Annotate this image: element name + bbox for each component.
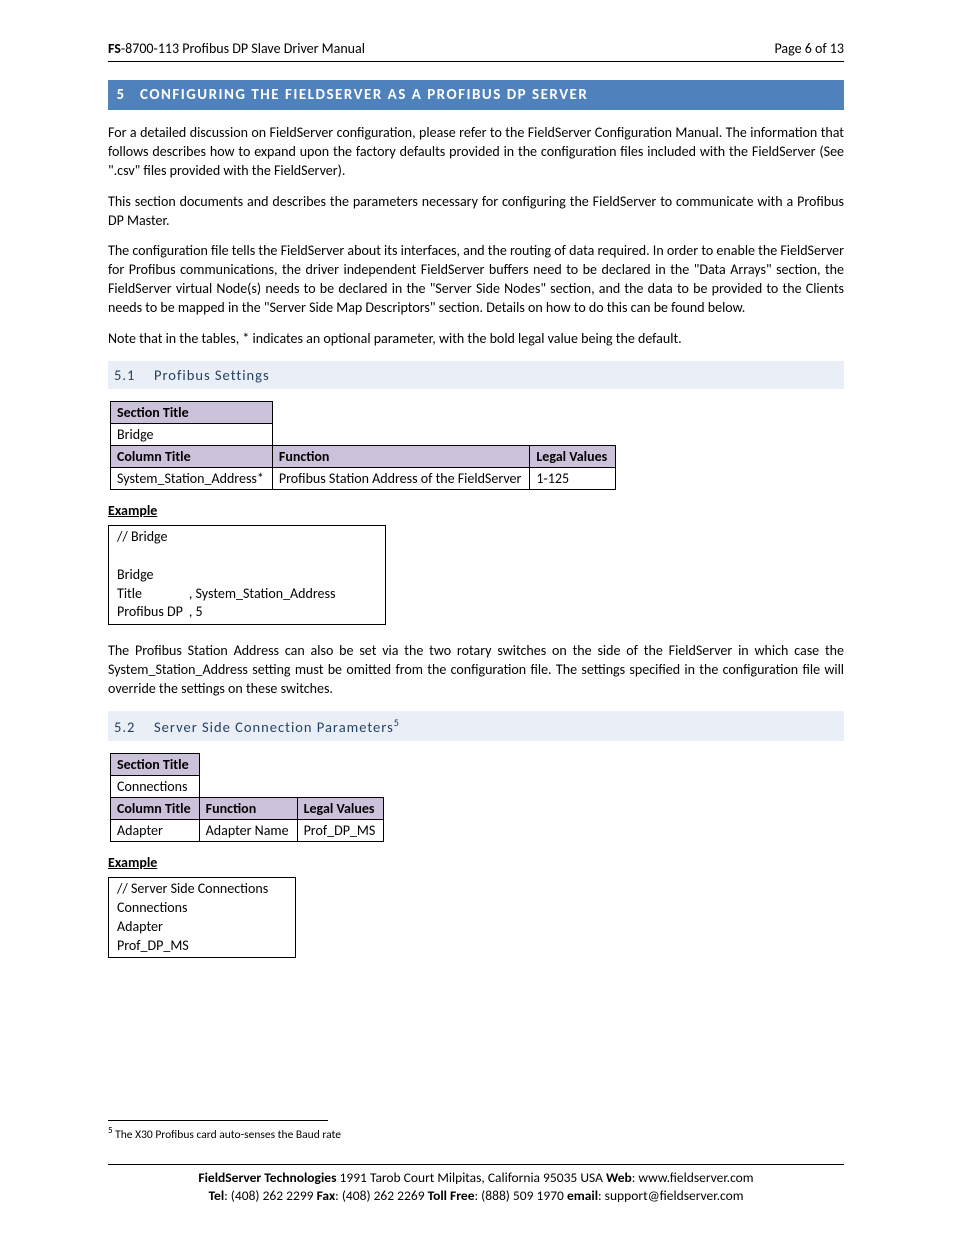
footnote-text: The X30 Profibus card auto-senses the Ba… [113,1128,341,1142]
subsection-5-1-title: Profibus Settings [154,366,270,384]
profibus-settings-table: Section Title Bridge Column Title Functi… [110,401,616,490]
ex2-line: Adapter [117,918,287,937]
footer-fax-label: Fax [317,1187,336,1204]
header-prefix: FS [108,40,121,57]
para-after-example-1: The Profibus Station Address can also be… [108,642,844,699]
legal-values-header: Legal Values [530,445,616,467]
footer-web-label: Web [606,1169,632,1186]
section-number: 5 [108,86,134,104]
table-row: Section Title [111,753,384,775]
footer-line-1: FieldServer Technologies 1991 Tarob Cour… [108,1169,844,1187]
example-1-box: // Bridge Bridge Title , System_Station_… [108,525,386,625]
page-footer: FieldServer Technologies 1991 Tarob Cour… [108,1164,844,1205]
column-title-value: System_Station_Address* [111,467,273,489]
ex1-blank [117,547,341,566]
example-2-label: Example [108,854,844,871]
server-side-connection-table: Section Title Connections Column Title F… [110,753,384,842]
section-title-value: Connections [111,775,200,797]
ex2-line: Prof_DP_MS [117,937,287,956]
table-row: Column Title Function Legal Values [111,797,384,819]
ex1-line: Bridge [117,566,341,585]
footer-web: : www.fieldserver.com [632,1169,754,1186]
subsection-5-1-num: 5.1 [114,366,154,384]
table-row: Bridge [111,423,616,445]
ex1-cell: Profibus DP [117,603,189,622]
table-row: Connections [111,775,384,797]
empty-cell [199,753,384,775]
ex2-line: Connections [117,899,287,918]
footer-email: : support@fieldserver.com [598,1187,743,1204]
para-2: This section documents and describes the… [108,193,844,231]
example-1-label: Example [108,502,844,519]
footer-fax: : (408) 262 2269 [335,1187,427,1204]
footer-rule [108,1164,844,1165]
footer-email-label: email [567,1187,598,1204]
footnote-area: 5 The X30 Profibus card auto-senses the … [108,1120,341,1143]
ex1-line: // Bridge [117,528,341,547]
example-1-content: // Bridge Bridge Title , System_Station_… [117,528,341,622]
footer-tel: : (408) 262 2299 [224,1187,316,1204]
footer-company: FieldServer Technologies [198,1169,336,1186]
footer-address: 1991 Tarob Court Milpitas, California 95… [336,1169,606,1186]
function-header: Function [199,797,297,819]
table-row: Adapter Adapter Name Prof_DP_MS [111,819,384,841]
table-row: System_Station_Address* Profibus Station… [111,467,616,489]
header-left: FS-8700-113 Profibus DP Slave Driver Man… [108,40,365,57]
page-header: FS-8700-113 Profibus DP Slave Driver Man… [108,40,844,62]
page: FS-8700-113 Profibus DP Slave Driver Man… [0,0,954,1235]
empty-cell [199,775,384,797]
subsection-5-2-num: 5.2 [114,718,154,736]
legal-values-header: Legal Values [297,797,384,819]
empty-cell [272,401,615,423]
ex2-line: // Server Side Connections [117,880,287,899]
legal-values-value: Prof_DP_MS [297,819,384,841]
section-5-heading: 5 CONFIGURING THE FIELDSERVER AS A PROFIB… [108,80,844,110]
footnote-separator [108,1120,328,1121]
column-title-header: Column Title [111,797,200,819]
para-4: Note that in the tables, * indicates an … [108,330,844,349]
function-value: Adapter Name [199,819,297,841]
footer-line-2: Tel: (408) 262 2299 Fax: (408) 262 2269 … [108,1187,844,1205]
footer-toll: : (888) 509 1970 [475,1187,567,1204]
ex1-cell: , System_Station_Address [189,585,342,604]
table-row: Column Title Function Legal Values [111,445,616,467]
function-header: Function [272,445,529,467]
subsection-5-1-heading: 5.1Profibus Settings [108,361,844,389]
section-title-header: Section Title [111,401,273,423]
footer-tel-label: Tel [209,1187,225,1204]
section-title: CONFIGURING THE FIELDSERVER AS A PROFIBU… [140,86,588,104]
footnote-ref-5: 5 [394,716,400,729]
para-3: The configuration file tells the FieldSe… [108,242,844,318]
para-1: For a detailed discussion on FieldServer… [108,124,844,181]
function-value: Profibus Station Address of the FieldSer… [272,467,529,489]
ex1-cell: , 5 [189,603,342,622]
column-title-value: Adapter [111,819,200,841]
section-title-value: Bridge [111,423,273,445]
empty-cell [272,423,615,445]
legal-values-value: 1-125 [530,467,616,489]
table-row: Section Title [111,401,616,423]
subsection-5-2-title: Server Side Connection Parameters [154,718,394,736]
header-page: Page 6 of 13 [774,40,844,57]
example-2-box: // Server Side Connections Connections A… [108,877,296,959]
header-title: -8700-113 Profibus DP Slave Driver Manua… [121,40,365,57]
column-title-header: Column Title [111,445,273,467]
section-title-header: Section Title [111,753,200,775]
footer-toll-label: Toll Free [428,1187,475,1204]
ex1-cell: Title [117,585,189,604]
footnote-5: 5 The X30 Profibus card auto-senses the … [108,1125,341,1143]
subsection-5-2-heading: 5.2Server Side Connection Parameters5 [108,711,844,741]
